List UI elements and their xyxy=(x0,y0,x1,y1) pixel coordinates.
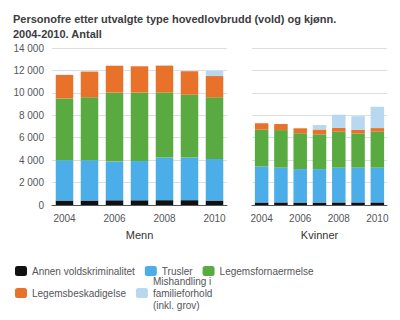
svg-text:Legemsfornaermelse: Legemsfornaermelse xyxy=(220,266,314,277)
svg-text:12 000: 12 000 xyxy=(13,65,44,76)
svg-text:Mishandling i: Mishandling i xyxy=(153,276,211,287)
svg-text:2010: 2010 xyxy=(203,213,226,224)
svg-text:2006: 2006 xyxy=(103,213,126,224)
svg-text:2004-2010. Antall: 2004-2010. Antall xyxy=(13,28,102,40)
svg-text:14 000: 14 000 xyxy=(13,43,44,54)
svg-text:(inkl. grov): (inkl. grov) xyxy=(153,300,200,311)
svg-text:2 000: 2 000 xyxy=(19,177,44,188)
svg-text:8 000: 8 000 xyxy=(19,110,44,121)
svg-text:2006: 2006 xyxy=(289,213,312,224)
svg-text:0: 0 xyxy=(38,200,44,211)
svg-text:Trusler: Trusler xyxy=(161,265,193,277)
svg-text:familieforhold: familieforhold xyxy=(153,288,212,299)
svg-text:Kvinner: Kvinner xyxy=(301,229,339,241)
svg-text:Personofre etter utvalgte type: Personofre etter utvalgte type hovedlovb… xyxy=(13,13,336,25)
svg-text:2008: 2008 xyxy=(328,213,351,224)
svg-text:4 000: 4 000 xyxy=(19,155,44,166)
svg-text:Annen voldskriminalitet: Annen voldskriminalitet xyxy=(32,266,135,277)
svg-text:2010: 2010 xyxy=(366,213,389,224)
svg-text:6 000: 6 000 xyxy=(19,132,44,143)
svg-text:2004: 2004 xyxy=(53,213,76,224)
svg-text:Menn: Menn xyxy=(126,229,154,241)
svg-text:2008: 2008 xyxy=(153,213,176,224)
svg-text:2004: 2004 xyxy=(251,213,274,224)
svg-text:10 000: 10 000 xyxy=(13,87,44,98)
svg-text:Legemsbeskadigelse: Legemsbeskadigelse xyxy=(32,288,126,299)
